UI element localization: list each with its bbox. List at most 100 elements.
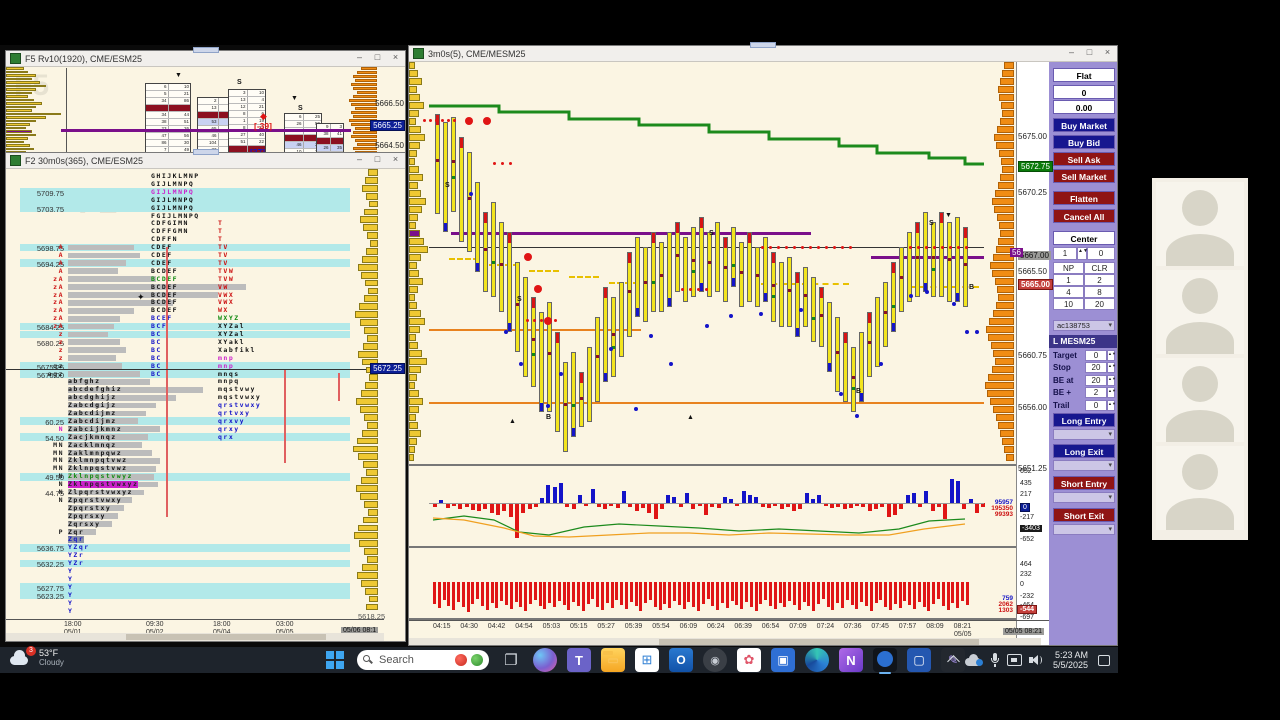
pen-tool-icon[interactable]: ✎ — [941, 648, 965, 672]
onedrive-cloud-icon[interactable] — [964, 654, 983, 666]
qty-preset-1[interactable]: 1 — [1053, 274, 1084, 286]
f2-tpo-volume-bar — [68, 410, 146, 417]
main-tab-handle[interactable] — [750, 42, 776, 48]
flat-button[interactable]: Flat — [1053, 68, 1115, 82]
clock-widget[interactable]: 5:23 AM 5/5/2025 — [1053, 650, 1088, 670]
trading-app-icon[interactable] — [873, 648, 897, 674]
edge-icon[interactable] — [805, 648, 829, 672]
speaker-icon[interactable] — [1028, 654, 1043, 666]
qty-preset-CLR[interactable]: CLR — [1084, 262, 1115, 274]
purple-n-icon[interactable]: N — [839, 648, 863, 672]
qty-preset-NP[interactable]: NP — [1053, 262, 1084, 274]
main-left-profile — [409, 334, 416, 341]
param-spinner[interactable]: ▲▼ — [1107, 350, 1116, 361]
weather-widget[interactable]: 3 53°F Cloudy — [10, 646, 64, 668]
f5-tab-handle[interactable] — [192, 47, 219, 53]
chart-marker-B: B — [546, 414, 552, 421]
sub1-delta-bar — [590, 489, 595, 503]
file-explorer-icon[interactable]: ▭ — [601, 648, 625, 672]
short-exit-dropdown[interactable]: ▾ — [1053, 524, 1115, 535]
teams-icon[interactable]: T — [567, 648, 591, 672]
center-button[interactable]: Center — [1053, 231, 1115, 245]
candle-band — [916, 255, 919, 259]
short-entry-dropdown[interactable]: ▾ — [1053, 492, 1115, 503]
qty-spinner[interactable]: ▲▼ — [1077, 247, 1088, 260]
sell-ask-button[interactable]: Sell Ask — [1053, 152, 1115, 166]
param-spinner[interactable]: ▲▼ — [1107, 399, 1116, 411]
f2-right-volume-profile — [359, 303, 378, 311]
f2-tpo-letters-right: qrstvwxy — [218, 401, 262, 410]
task-view-icon[interactable]: ❐ — [499, 648, 523, 672]
f2-minimize-icon[interactable]: – — [356, 154, 362, 164]
qty-preset-2[interactable]: 2 — [1084, 274, 1115, 286]
param-spinner[interactable]: ▲▼ — [1107, 387, 1116, 399]
qty-preset-10[interactable]: 10 — [1053, 298, 1084, 310]
media-icon[interactable]: ▣ — [771, 648, 795, 672]
param-input-BE at[interactable]: 20 — [1085, 374, 1107, 386]
qty-preset-8[interactable]: 8 — [1084, 286, 1115, 298]
microphone-icon[interactable] — [990, 653, 1000, 667]
param-input-BE +[interactable]: 2 — [1085, 387, 1107, 399]
long-exit-dropdown[interactable]: ▾ — [1053, 460, 1115, 471]
start-button[interactable] — [323, 648, 347, 672]
short-exit-button[interactable]: Short Exit — [1053, 508, 1115, 522]
f5-minimize-icon[interactable]: – — [356, 52, 362, 62]
cancel-all-button[interactable]: Cancel All — [1053, 209, 1115, 223]
main-hscrollbar-thumb[interactable] — [659, 639, 979, 645]
windows-logo-icon — [336, 661, 344, 669]
short-entry-button[interactable]: Short Entry — [1053, 476, 1115, 490]
f5-titlebar[interactable]: F5 Rv10(1920), CME/ESM25 – □ × — [6, 47, 405, 67]
sub1-delta-bar — [615, 503, 620, 508]
f2-chart-area[interactable]: F2GHIJKLMNPGIJLMNPQ5709.75GIJLMNPQGIJLMN… — [6, 169, 405, 641]
main-titlebar[interactable]: 3m0s(5), CME/MESM25 – □ × — [409, 42, 1117, 62]
avatar-tile — [1156, 446, 1244, 530]
icon-glyph: ❐ — [504, 652, 518, 669]
param-spinner[interactable]: ▲▼ — [1107, 374, 1116, 386]
f2-tpo-letters: CDFGIMN — [151, 219, 189, 228]
sub2-volume-bar — [759, 582, 763, 604]
main-close-icon[interactable]: × — [1104, 47, 1111, 57]
f5-chart-area[interactable]: F561052134863444385123264756863074945635… — [6, 67, 405, 154]
blue-dot — [546, 404, 550, 408]
outlook-icon[interactable]: O — [669, 648, 693, 672]
flatten-button[interactable]: Flatten — [1053, 191, 1115, 205]
search-input[interactable]: Search — [357, 650, 489, 670]
main-minimize-icon[interactable]: – — [1068, 47, 1074, 57]
account-dropdown[interactable]: ac138753 ▾ — [1053, 320, 1115, 331]
vwap-axis-tag: 56 — [1010, 248, 1023, 257]
tray-chevron-up-icon[interactable] — [947, 655, 960, 668]
f2-tpo-volume-bar — [68, 473, 154, 480]
security-icon[interactable]: ◉ — [703, 648, 727, 672]
long-entry-button[interactable]: Long Entry — [1053, 413, 1115, 427]
sub1-delta-bar — [691, 503, 696, 509]
param-spinner[interactable]: ▲▼ — [1107, 362, 1116, 374]
sub1-delta-bar — [962, 503, 967, 509]
f2-titlebar[interactable]: F2 30m0s(365), CME/ESM25 – □ × — [6, 149, 405, 169]
f5-close-icon[interactable]: × — [392, 52, 399, 62]
f2-maximize-icon[interactable]: □ — [374, 154, 381, 164]
main-maximize-icon[interactable]: □ — [1086, 47, 1093, 57]
photos-icon[interactable]: ✿ — [737, 648, 761, 672]
long-exit-button[interactable]: Long Exit — [1053, 444, 1115, 458]
qty-preset-4[interactable]: 4 — [1053, 286, 1084, 298]
red-dot — [833, 246, 836, 249]
param-input-Stop[interactable]: 20 — [1085, 362, 1107, 374]
main-chart-area[interactable]: Flat 0 0.00 Buy Market Buy Bid Sell Ask … — [409, 62, 1117, 645]
cast-screen-icon[interactable] — [1006, 654, 1022, 666]
f2-tab-handle[interactable] — [192, 149, 219, 155]
sell-market-button[interactable]: Sell Market — [1053, 169, 1115, 183]
f2-hscrollbar-thumb[interactable] — [126, 634, 326, 640]
notification-center-icon[interactable] — [1098, 654, 1110, 666]
copilot-icon[interactable] — [533, 648, 557, 672]
blue-app-icon[interactable]: ▢ — [907, 648, 931, 672]
f5-maximize-icon[interactable]: □ — [374, 52, 381, 62]
order-qty-input[interactable]: 1 — [1053, 247, 1077, 260]
param-input-Trail[interactable]: 0 — [1085, 399, 1107, 411]
param-input-Target[interactable]: 0 — [1085, 350, 1107, 361]
qty-preset-20[interactable]: 20 — [1084, 298, 1115, 310]
long-entry-dropdown[interactable]: ▾ — [1053, 429, 1115, 440]
buy-bid-button[interactable]: Buy Bid — [1053, 135, 1115, 149]
f2-close-icon[interactable]: × — [392, 154, 399, 164]
store-icon[interactable]: ⊞ — [635, 648, 659, 672]
buy-market-button[interactable]: Buy Market — [1053, 118, 1115, 132]
